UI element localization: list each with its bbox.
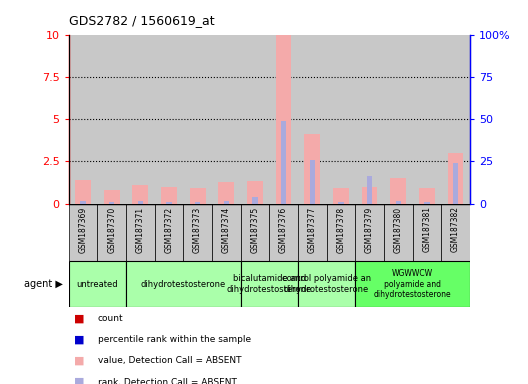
Bar xyxy=(310,160,315,204)
Text: GSM187379: GSM187379 xyxy=(365,207,374,253)
Bar xyxy=(166,202,172,204)
Bar xyxy=(138,202,143,204)
Text: percentile rank within the sample: percentile rank within the sample xyxy=(98,335,251,344)
Bar xyxy=(298,261,355,307)
Text: untreated: untreated xyxy=(77,280,118,289)
Bar xyxy=(384,204,412,261)
Bar xyxy=(395,202,401,204)
Text: control polyamide an
dihydrotestosterone: control polyamide an dihydrotestosterone xyxy=(282,275,371,294)
Text: GSM187370: GSM187370 xyxy=(107,207,116,253)
Text: ■: ■ xyxy=(74,356,84,366)
Bar xyxy=(333,188,349,204)
Text: bicalutamide and
dihydrotestosterone: bicalutamide and dihydrotestosterone xyxy=(227,275,312,294)
Bar xyxy=(97,204,126,261)
Bar xyxy=(155,204,183,261)
Bar xyxy=(224,201,229,204)
Text: agent ▶: agent ▶ xyxy=(24,279,63,289)
Bar xyxy=(269,204,298,261)
Text: GSM187378: GSM187378 xyxy=(336,207,345,253)
Bar xyxy=(412,204,441,261)
Text: WGWWCW
polyamide and
dihydrotestosterone: WGWWCW polyamide and dihydrotestosterone xyxy=(374,269,451,299)
Text: GSM187377: GSM187377 xyxy=(308,207,317,253)
Text: GSM187373: GSM187373 xyxy=(193,207,202,253)
Text: dihydrotestosterone: dihydrotestosterone xyxy=(140,280,226,289)
Text: ■: ■ xyxy=(74,314,84,324)
Bar xyxy=(104,190,119,204)
Bar xyxy=(298,204,327,261)
Bar xyxy=(109,202,114,204)
Bar xyxy=(419,188,435,204)
Bar xyxy=(425,202,429,204)
Bar xyxy=(305,134,320,204)
Text: GSM187380: GSM187380 xyxy=(394,207,403,253)
Bar xyxy=(241,35,269,204)
Bar xyxy=(298,35,327,204)
Bar xyxy=(453,163,458,204)
Text: GSM187381: GSM187381 xyxy=(422,207,431,252)
Bar xyxy=(183,204,212,261)
Bar xyxy=(80,201,86,204)
Bar xyxy=(212,204,241,261)
Bar xyxy=(133,185,148,204)
Bar xyxy=(241,261,298,307)
Text: rank, Detection Call = ABSENT: rank, Detection Call = ABSENT xyxy=(98,377,237,384)
Text: GSM187375: GSM187375 xyxy=(250,207,259,253)
Bar xyxy=(75,180,91,204)
Bar xyxy=(155,35,183,204)
Bar xyxy=(126,261,241,307)
Bar xyxy=(327,35,355,204)
Text: GSM187371: GSM187371 xyxy=(136,207,145,253)
Bar xyxy=(252,197,258,204)
Bar xyxy=(355,204,384,261)
Bar xyxy=(384,35,412,204)
Bar xyxy=(327,204,355,261)
Bar xyxy=(69,35,97,204)
Bar xyxy=(362,187,378,204)
Bar xyxy=(390,178,406,204)
Bar xyxy=(367,177,372,204)
Bar xyxy=(126,204,155,261)
Bar xyxy=(276,35,291,204)
Bar xyxy=(355,35,384,204)
Bar xyxy=(161,187,177,204)
Bar xyxy=(338,202,344,204)
Bar xyxy=(269,35,298,204)
Bar xyxy=(441,204,470,261)
Text: GSM187382: GSM187382 xyxy=(451,207,460,252)
Bar xyxy=(69,261,126,307)
Text: GDS2782 / 1560619_at: GDS2782 / 1560619_at xyxy=(69,14,214,27)
Text: ■: ■ xyxy=(74,377,84,384)
Text: ■: ■ xyxy=(74,335,84,345)
Bar xyxy=(219,182,234,204)
Bar xyxy=(355,261,470,307)
Text: GSM187374: GSM187374 xyxy=(222,207,231,253)
Bar xyxy=(448,153,464,204)
Bar xyxy=(69,204,97,261)
Bar xyxy=(195,202,200,204)
Bar xyxy=(97,35,126,204)
Bar xyxy=(412,35,441,204)
Text: GSM187372: GSM187372 xyxy=(164,207,174,253)
Bar xyxy=(183,35,212,204)
Bar xyxy=(281,121,286,204)
Bar xyxy=(441,35,470,204)
Text: GSM187376: GSM187376 xyxy=(279,207,288,253)
Text: GSM187369: GSM187369 xyxy=(79,207,88,253)
Bar xyxy=(212,35,241,204)
Text: value, Detection Call = ABSENT: value, Detection Call = ABSENT xyxy=(98,356,241,366)
Bar xyxy=(247,181,263,204)
Text: count: count xyxy=(98,314,124,323)
Bar xyxy=(126,35,155,204)
Bar xyxy=(190,188,205,204)
Bar xyxy=(241,204,269,261)
